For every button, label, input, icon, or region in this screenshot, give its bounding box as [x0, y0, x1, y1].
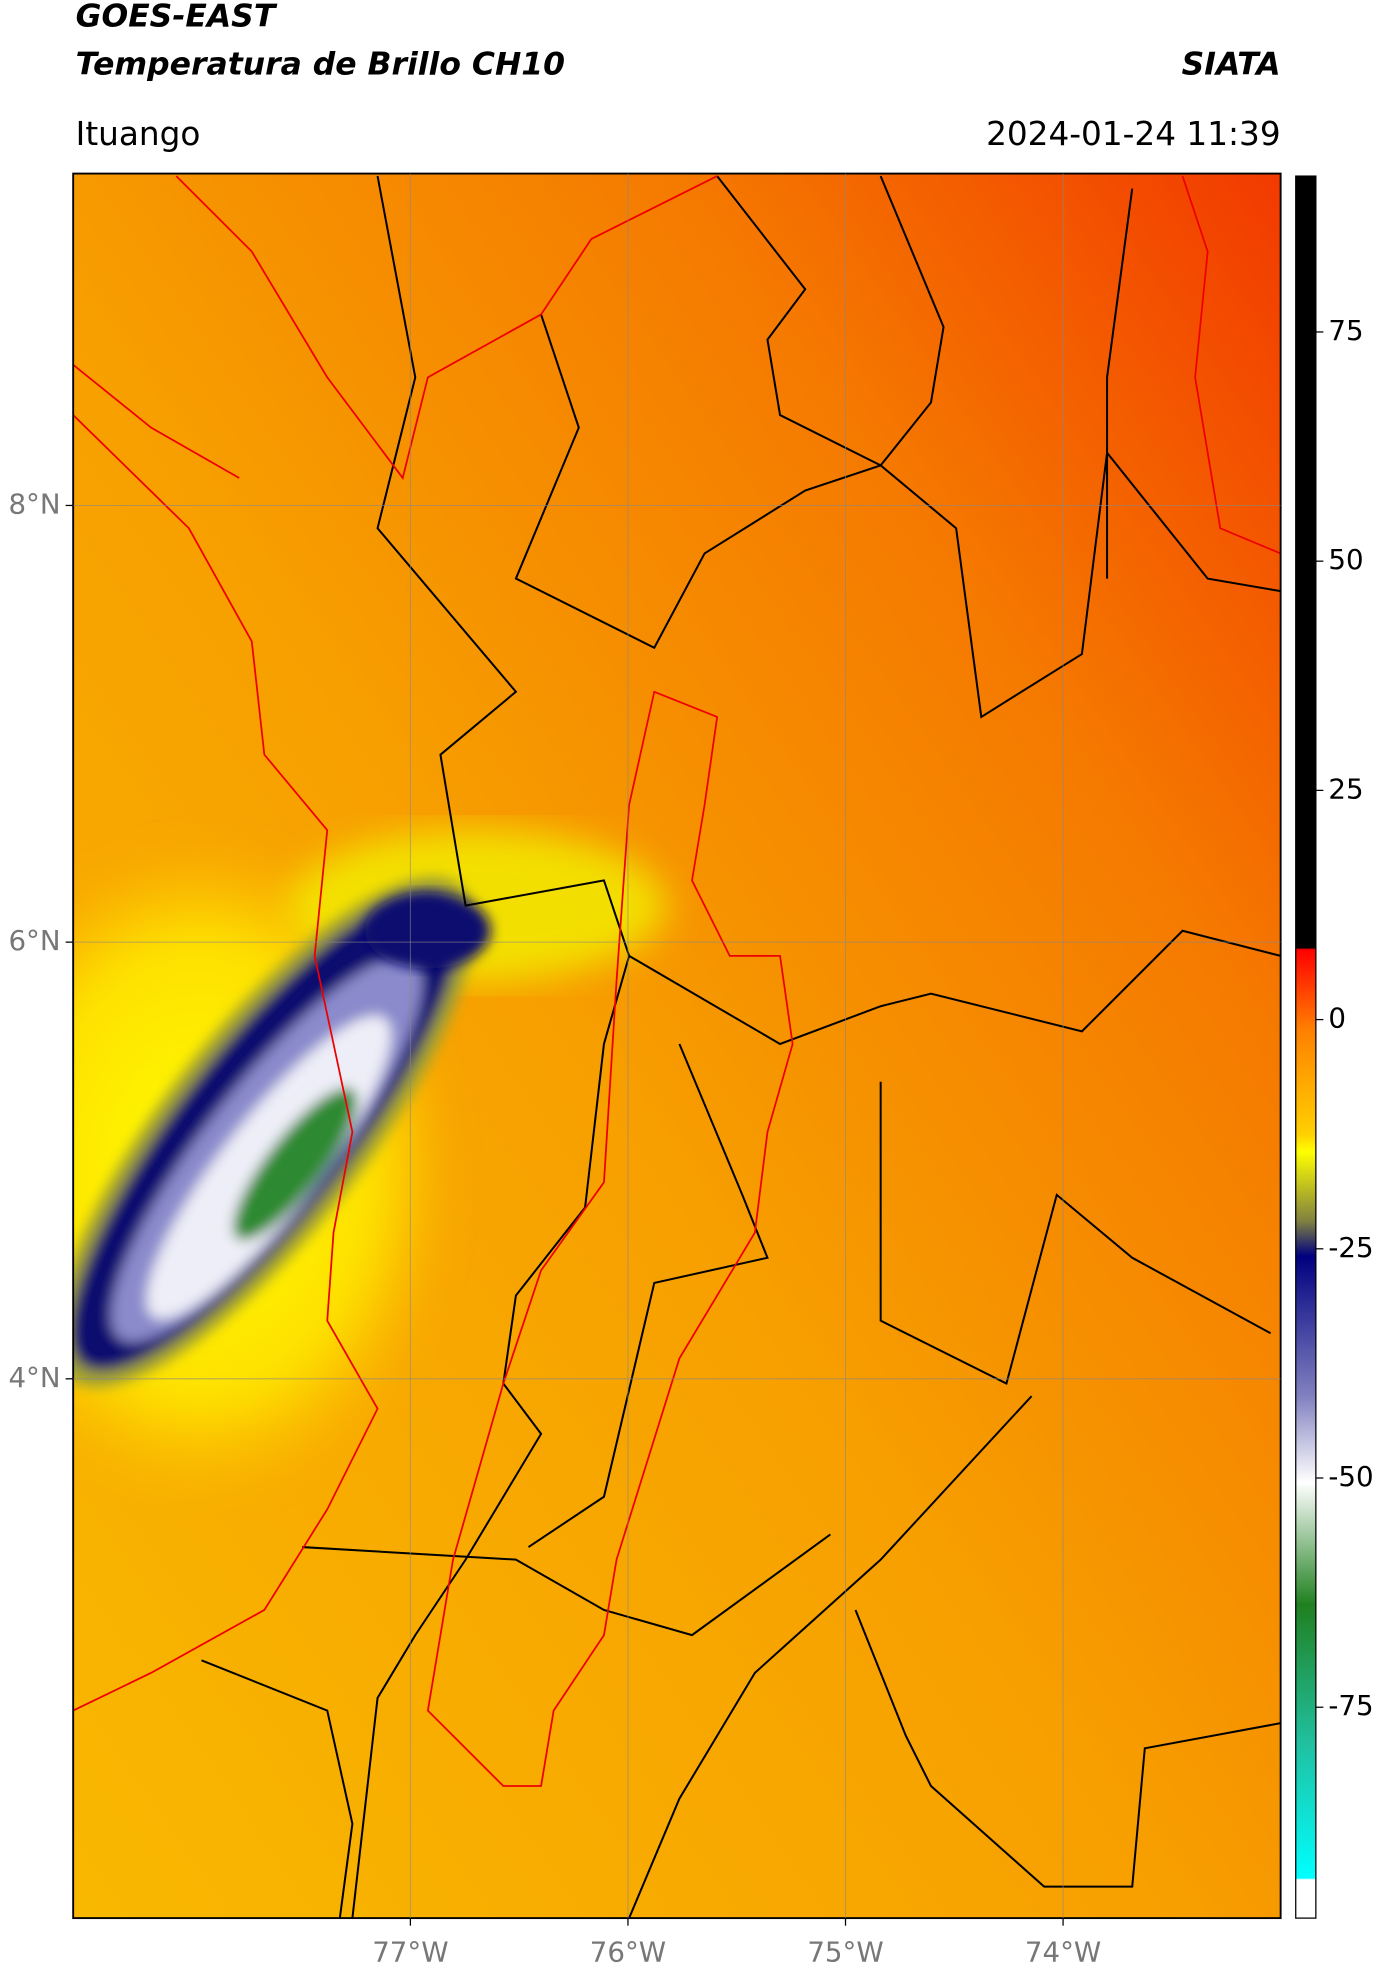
location: Ituango: [76, 115, 201, 153]
datetime: 2024-01-24 11:39: [986, 115, 1281, 153]
colorbar-tick-label: 25: [1328, 772, 1363, 805]
colorbar-tick-label: -25: [1328, 1231, 1373, 1264]
subtitle: Temperatura de Brillo CH10: [76, 46, 565, 82]
colorbar-tick-label: -50: [1328, 1460, 1373, 1493]
title: GOES-EAST: [76, 0, 278, 35]
colorbar-tick-label: 50: [1328, 543, 1363, 576]
map-frame: [72, 172, 1282, 1920]
colorbar-tick-label: 75: [1328, 314, 1363, 347]
lat-tick-label: 6°N: [8, 924, 60, 957]
source: SIATA: [1182, 46, 1281, 82]
map-image: [73, 173, 1281, 1919]
lon-tick-label: 75°W: [807, 1935, 883, 1968]
colorbar: [1295, 175, 1317, 1919]
lon-tick-label: 77°W: [372, 1935, 448, 1968]
colorbar-tick-label: 0: [1328, 1002, 1346, 1035]
lat-tick-label: 4°N: [8, 1361, 60, 1394]
lat-tick-label: 8°N: [8, 487, 60, 520]
lon-tick-label: 76°W: [590, 1935, 666, 1968]
lon-tick-label: 74°W: [1025, 1935, 1101, 1968]
colorbar-tick-label: -75: [1328, 1689, 1373, 1722]
